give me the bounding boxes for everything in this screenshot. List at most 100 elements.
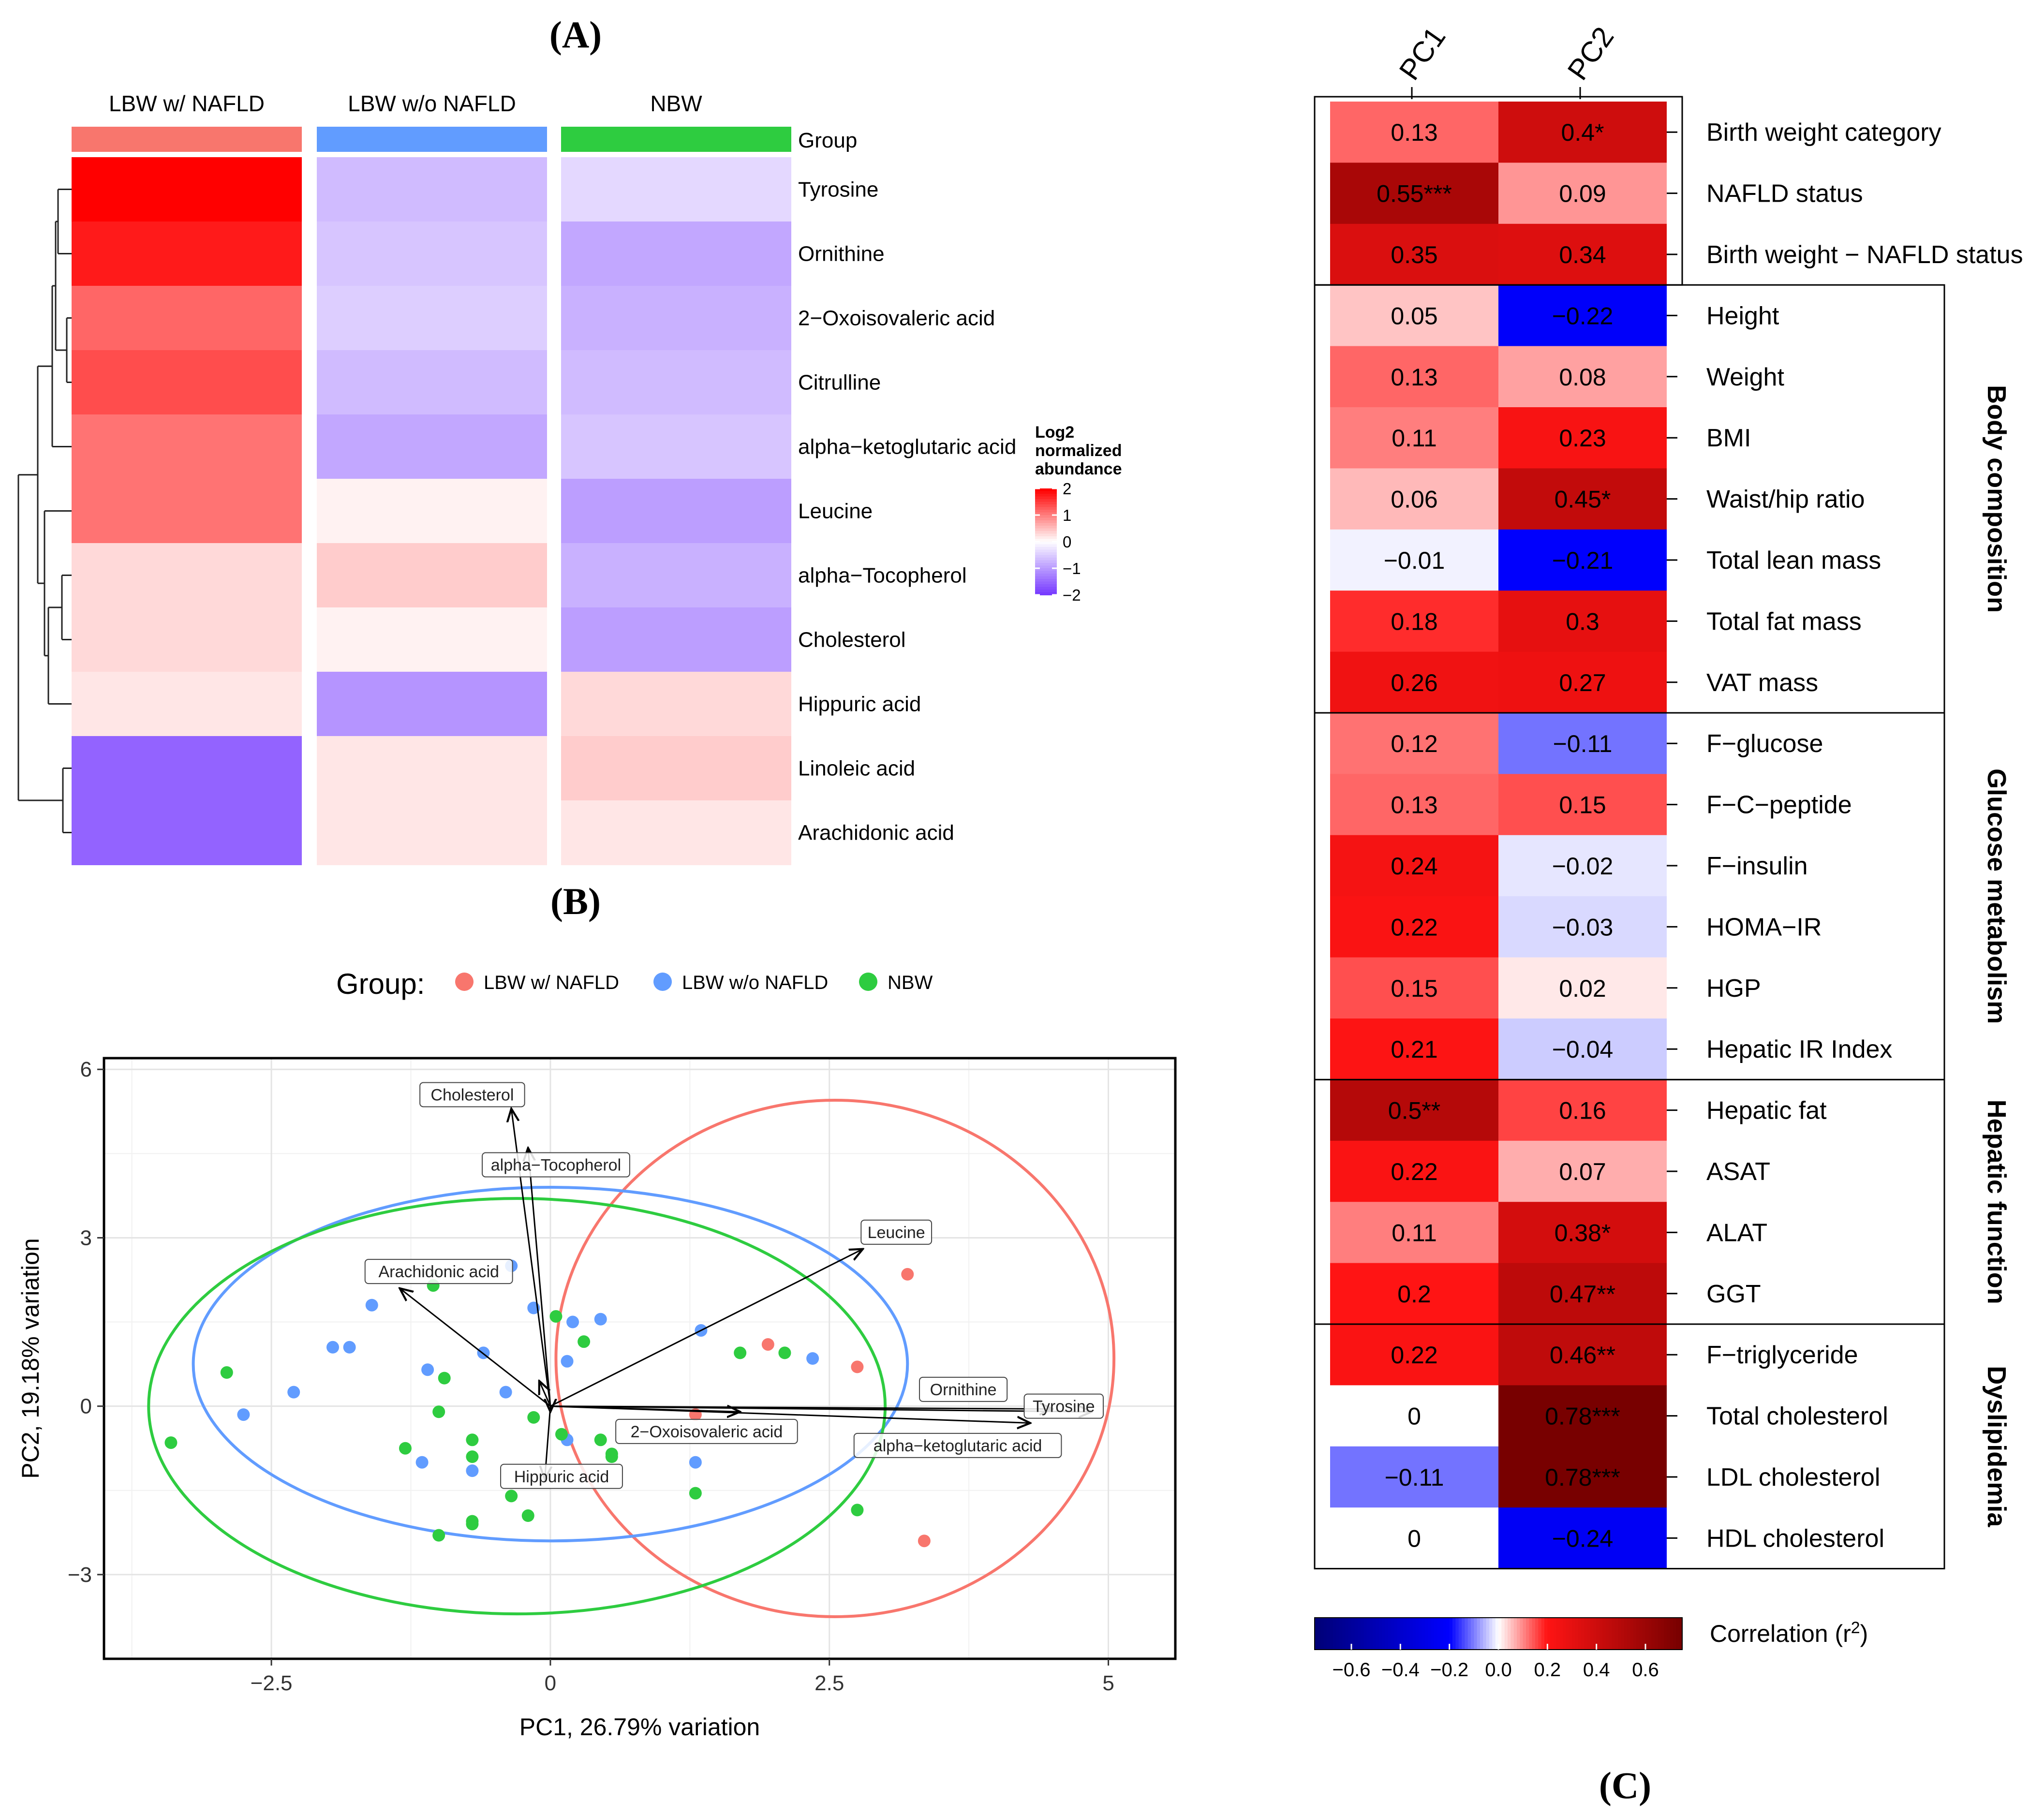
row-label-f-triglyceride: F−triglyceride (1706, 1341, 1858, 1369)
colorbar-swatch-36 (1425, 1618, 1429, 1650)
heat-cell-linoleic-acid-3 (561, 736, 791, 801)
row-label-ggt: GGT (1706, 1280, 1761, 1308)
corr-cell-homa-ir-pc2 (1498, 896, 1667, 958)
colorbar-swatch-68 (1523, 1618, 1526, 1650)
data-point-nbw-10 (521, 1509, 534, 1522)
colorbar-swatch-47 (1458, 1618, 1462, 1650)
colorbar-swatch-5 (1330, 1618, 1333, 1650)
colorbar-swatch-32 (1412, 1618, 1416, 1650)
legend-swatch-12 (1035, 520, 1057, 524)
colorbar-swatch-10 (1345, 1618, 1349, 1650)
corr-value-alat-pc2: 0.38* (1555, 1219, 1611, 1246)
corr-cell-hepatic-fat-pc2 (1498, 1079, 1667, 1141)
legend-swatch-6 (1035, 504, 1057, 508)
colorbar-tick-label-5: 0.4 (1583, 1659, 1610, 1681)
corr-value-f-c-peptide-pc1: 0.13 (1391, 792, 1437, 819)
colorbar-swatch-79 (1556, 1618, 1560, 1650)
legend-label-lbw-w-nafld: LBW w/ NAFLD (484, 972, 619, 993)
corr-value-hepatic-ir-index-pc1: 0.21 (1391, 1036, 1437, 1063)
legend-swatch-1 (1035, 491, 1057, 494)
panel-c-correlation-heatmap: PC1 PC2 0.13 0.4* Birth weight category 0.55*… (1314, 21, 2023, 1681)
loading-label-hippuric-acid: Hippuric acid (514, 1468, 609, 1486)
corr-value-f-insulin-pc1: 0.24 (1391, 853, 1437, 880)
colorbar-title: Correlation (r2) (1710, 1619, 1868, 1647)
heat-cell-arachidonic-acid-1 (72, 800, 302, 865)
colorbar-swatch-93 (1600, 1618, 1603, 1650)
colorbar-swatch-20 (1376, 1618, 1379, 1650)
panel-label-c: (C) (1599, 1764, 1651, 1806)
corr-cell-hepatic-ir-index-pc1 (1330, 1018, 1498, 1080)
heat-cell-alpha-tocopherol-3 (561, 543, 791, 608)
data-point-lbw-w-nafld-0 (901, 1268, 914, 1281)
colorbar-swatch-54 (1480, 1618, 1484, 1650)
legend-swatch-37 (1035, 587, 1057, 590)
row-label-arachidonic-acid: Arachidonic acid (798, 821, 954, 845)
colorbar-swatch-85 (1575, 1618, 1579, 1650)
corr-value-vat-mass-pc1: 0.26 (1391, 669, 1437, 696)
colorbar-swatch-82 (1566, 1618, 1570, 1650)
heat-cell-cholesterol-2 (317, 607, 547, 672)
corr-cell-nafld-status-pc1 (1330, 162, 1498, 224)
legend-swatch-25 (1035, 555, 1057, 558)
legend-marker-lbw-w-o-nafld (653, 973, 672, 991)
colorbar-swatch-88 (1584, 1618, 1588, 1650)
colorbar-swatch-99 (1618, 1618, 1622, 1650)
row-label-weight: Weight (1706, 363, 1784, 391)
colorbar-swatch-69 (1526, 1618, 1530, 1650)
row-label-birth-weight-category: Birth weight category (1706, 118, 1941, 147)
corr-cell-ldl-cholesterol-pc2 (1498, 1446, 1667, 1508)
corr-cell-birth-weight-category-pc2 (1498, 102, 1667, 163)
legend-swatch-18 (1035, 536, 1057, 540)
group-label-glucose-metabolism: Glucose metabolism (1982, 768, 2011, 1024)
x-tick-label-3: 5 (1102, 1671, 1114, 1695)
colorbar-swatch-116 (1670, 1618, 1674, 1650)
row-label-birth-weight-nafld-status: Birth weight − NAFLD status (1706, 241, 2023, 269)
corr-value-hgp-pc1: 0.15 (1391, 975, 1437, 1002)
corr-value-hdl-cholesterol-pc2: −0.24 (1552, 1525, 1614, 1552)
colorbar-swatch-100 (1621, 1618, 1625, 1650)
confidence-ellipse-nbw (147, 1197, 887, 1616)
colorbar-swatch-94 (1602, 1618, 1606, 1650)
colorbar-swatch-23 (1385, 1618, 1389, 1650)
heat-cell-arachidonic-acid-3 (561, 800, 791, 865)
heat-cell-linoleic-acid-2 (317, 736, 547, 801)
row-label-alat: ALAT (1706, 1219, 1767, 1247)
corr-cell-f-triglyceride-pc1 (1330, 1324, 1498, 1386)
colorbar-swatch-119 (1679, 1618, 1683, 1650)
x-tick-label-2: 2.5 (815, 1671, 844, 1695)
legend-swatch-23 (1035, 549, 1057, 553)
corr-value-ldl-cholesterol-pc2: 0.78*** (1545, 1464, 1620, 1491)
data-point-lbw-w-o-nafld-1 (365, 1299, 378, 1312)
corr-cell-height-pc1 (1330, 285, 1498, 347)
loading-label-alpha-tocopherol: alpha−Tocopherol (491, 1156, 621, 1175)
corr-cell-bmi-pc2 (1498, 407, 1667, 469)
legend-swatch-21 (1035, 544, 1057, 547)
colorbar-swatch-51 (1471, 1618, 1475, 1650)
heat-cell-ornithine-3 (561, 221, 791, 286)
colorbar-swatch-117 (1673, 1618, 1677, 1650)
heat-cell-hippuric-acid-1 (72, 672, 302, 737)
colorbar-swatch-55 (1483, 1618, 1487, 1650)
data-point-lbw-w-o-nafld-3 (343, 1341, 356, 1354)
colorbar-swatch-6 (1333, 1618, 1337, 1650)
colorbar-swatch-34 (1419, 1618, 1422, 1650)
colorbar-swatch-84 (1572, 1618, 1576, 1650)
data-point-lbw-w-o-nafld-5 (237, 1408, 250, 1421)
colorbar-swatch-86 (1578, 1618, 1582, 1650)
loading-label-box-hippuric-acid (500, 1463, 623, 1489)
colorbar-swatch-40 (1437, 1618, 1441, 1650)
corr-value-homa-ir-pc2: −0.03 (1552, 914, 1614, 941)
corr-cell-total-cholesterol-pc2 (1498, 1385, 1667, 1447)
heat-cell-ornithine-2 (317, 221, 547, 286)
data-point-nbw-23 (605, 1447, 618, 1461)
colorbar-swatch-7 (1336, 1618, 1340, 1650)
legend-tick-label-4: −2 (1063, 586, 1081, 604)
colorbar-swatch-26 (1394, 1618, 1398, 1650)
column-label-pc1: PC1 (1393, 21, 1452, 86)
corr-value-hgp-pc2: 0.02 (1559, 975, 1606, 1002)
data-point-nbw-20 (851, 1504, 864, 1517)
heat-cell-tyrosine-2 (317, 157, 547, 222)
corr-value-ggt-pc2: 0.47** (1550, 1281, 1615, 1308)
legend-title-line-2: normalized (1035, 442, 1122, 460)
legend-swatch-22 (1035, 547, 1057, 550)
